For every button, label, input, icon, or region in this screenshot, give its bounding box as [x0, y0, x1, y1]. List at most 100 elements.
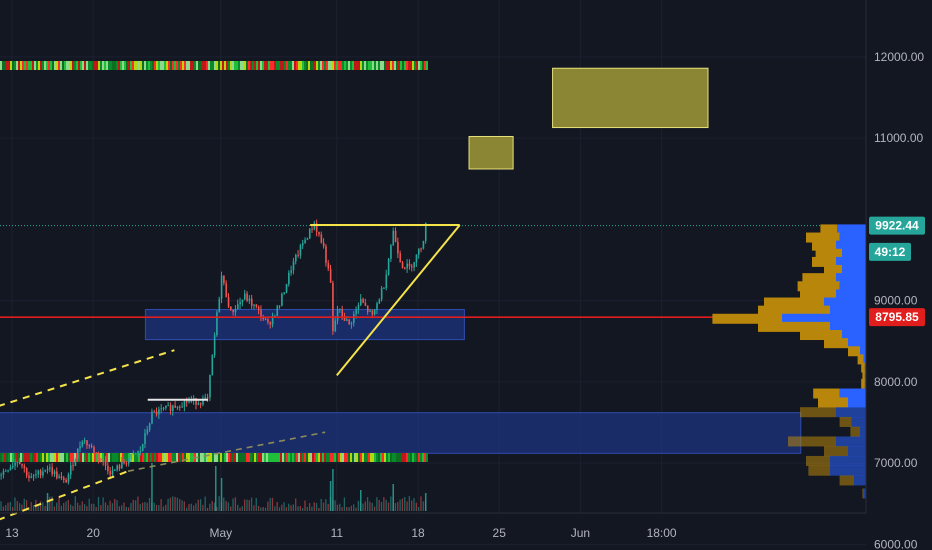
profile-buy-bar [860, 426, 866, 437]
candle-body [218, 298, 221, 313]
time-axis[interactable]: 13 20 May 11 18 25 Jun 18:00 [5, 526, 677, 540]
top-indicator-band-segment [112, 61, 114, 70]
volume-bar [104, 502, 107, 511]
bottom-indicator-band-segment [72, 453, 74, 462]
top-indicator-band-segment [182, 61, 184, 70]
candle-body [90, 446, 93, 448]
bottom-indicator-band-segment [170, 453, 172, 462]
volume-spike [220, 478, 223, 511]
candle-body [313, 223, 316, 230]
candle-body [424, 222, 427, 241]
profile-sell-bar [820, 224, 838, 235]
bottom-indicator-band-segment [352, 453, 354, 462]
candle-body [278, 305, 281, 307]
candle-body [37, 470, 40, 475]
bottom-indicator-band-segment [110, 453, 112, 462]
bottom-indicator-band-segment [162, 453, 164, 462]
bottom-indicator-band-segment [10, 453, 12, 462]
top-indicator-band-segment [162, 61, 164, 70]
volume-bar [362, 503, 364, 511]
candlestick-series [0, 219, 427, 485]
top-indicator-band-segment [80, 61, 82, 70]
volume-bar [63, 502, 65, 511]
top-indicator-band-segment [284, 61, 286, 70]
candle-body [292, 261, 295, 271]
bottom-indicator-band-segment [138, 453, 140, 462]
bottom-indicator-band-segment [306, 453, 308, 462]
top-indicator-band-segment [262, 61, 264, 70]
top-indicator-band-segment [48, 61, 50, 70]
top-indicator-band-segment [270, 61, 272, 70]
top-indicator-band-segment [82, 61, 84, 70]
bottom-indicator-band-segment [312, 453, 314, 462]
candle-body [420, 248, 422, 250]
price-axis[interactable]: 12000.00 11000.00 9000.00 8000.00 7000.00 600… [874, 50, 924, 550]
candle-body [360, 298, 362, 306]
top-indicator-band-segment [230, 61, 232, 70]
candle-body [357, 305, 360, 310]
top-indicator-band-segment [20, 61, 22, 70]
profile-buy-bar [830, 321, 866, 332]
top-indicator-band-segment [102, 61, 104, 70]
candle-body [311, 228, 313, 230]
bottom-indicator-band-segment [252, 453, 254, 462]
volume-bar [148, 497, 151, 511]
top-indicator-band-segment [158, 61, 160, 70]
bottom-indicator-band-segment [156, 453, 158, 462]
candle-body [148, 423, 151, 430]
top-indicator-band-segment [44, 61, 46, 70]
bottom-indicator-band-segment [342, 453, 344, 462]
top-indicator-band-segment [380, 61, 382, 70]
bottom-indicator-band-segment [58, 453, 60, 462]
candle-body [306, 238, 309, 240]
top-indicator-band-segment [32, 61, 34, 70]
bottom-indicator-band-segment [320, 453, 322, 462]
candle-body [32, 475, 35, 477]
bottom-indicator-band-segment [166, 453, 168, 462]
candle-body [262, 317, 265, 320]
candle-body [406, 263, 408, 269]
bottom-indicator-band-segment [14, 453, 16, 462]
candle-body [172, 405, 174, 412]
candle-body [320, 234, 323, 243]
volume-bar [369, 501, 371, 511]
bottom-indicator-band-segment [106, 453, 108, 462]
candle-body [397, 241, 399, 254]
top-indicator-band-segment [274, 61, 276, 70]
volume-bar [346, 507, 348, 511]
profile-sell-bar [802, 273, 836, 284]
top-indicator-band-segment [346, 61, 348, 70]
candle-body [132, 453, 135, 455]
bottom-indicator-band-segment [420, 453, 422, 462]
candle-body [30, 476, 33, 478]
top-indicator-band-segment [166, 61, 168, 70]
candle-body [186, 400, 188, 403]
bottom-indicator-band-segment [64, 453, 66, 462]
volume-bar [190, 503, 192, 511]
top-indicator-band-segment [374, 61, 376, 70]
bottom-indicator-band-segment [24, 453, 26, 462]
profile-sell-bar [788, 436, 836, 447]
bottom-indicator-band-segment [136, 453, 138, 462]
top-indicator-band-segment [40, 61, 42, 70]
target-zone [468, 135, 514, 170]
candle-body [83, 440, 86, 442]
top-indicator-band-segment [134, 61, 136, 70]
top-indicator-band-segment [376, 61, 378, 70]
bottom-indicator-band-segment [52, 453, 54, 462]
candle-body [329, 268, 332, 283]
bottom-indicator-band-segment [220, 453, 222, 462]
top-indicator-band-segment [116, 61, 118, 70]
candle-body [44, 470, 47, 472]
bottom-indicator-band-segment [88, 453, 90, 462]
bottom-indicator-band-segment [202, 453, 204, 462]
bottom-indicator-band-segment [402, 453, 404, 462]
top-indicator-band-segment [422, 61, 424, 70]
bottom-indicator-band-segment [8, 453, 10, 462]
top-indicator-band-segment [398, 61, 400, 70]
volume-bar [253, 505, 255, 511]
candle-body [387, 258, 390, 275]
volume-bar [380, 502, 383, 511]
candle-body [111, 470, 114, 475]
